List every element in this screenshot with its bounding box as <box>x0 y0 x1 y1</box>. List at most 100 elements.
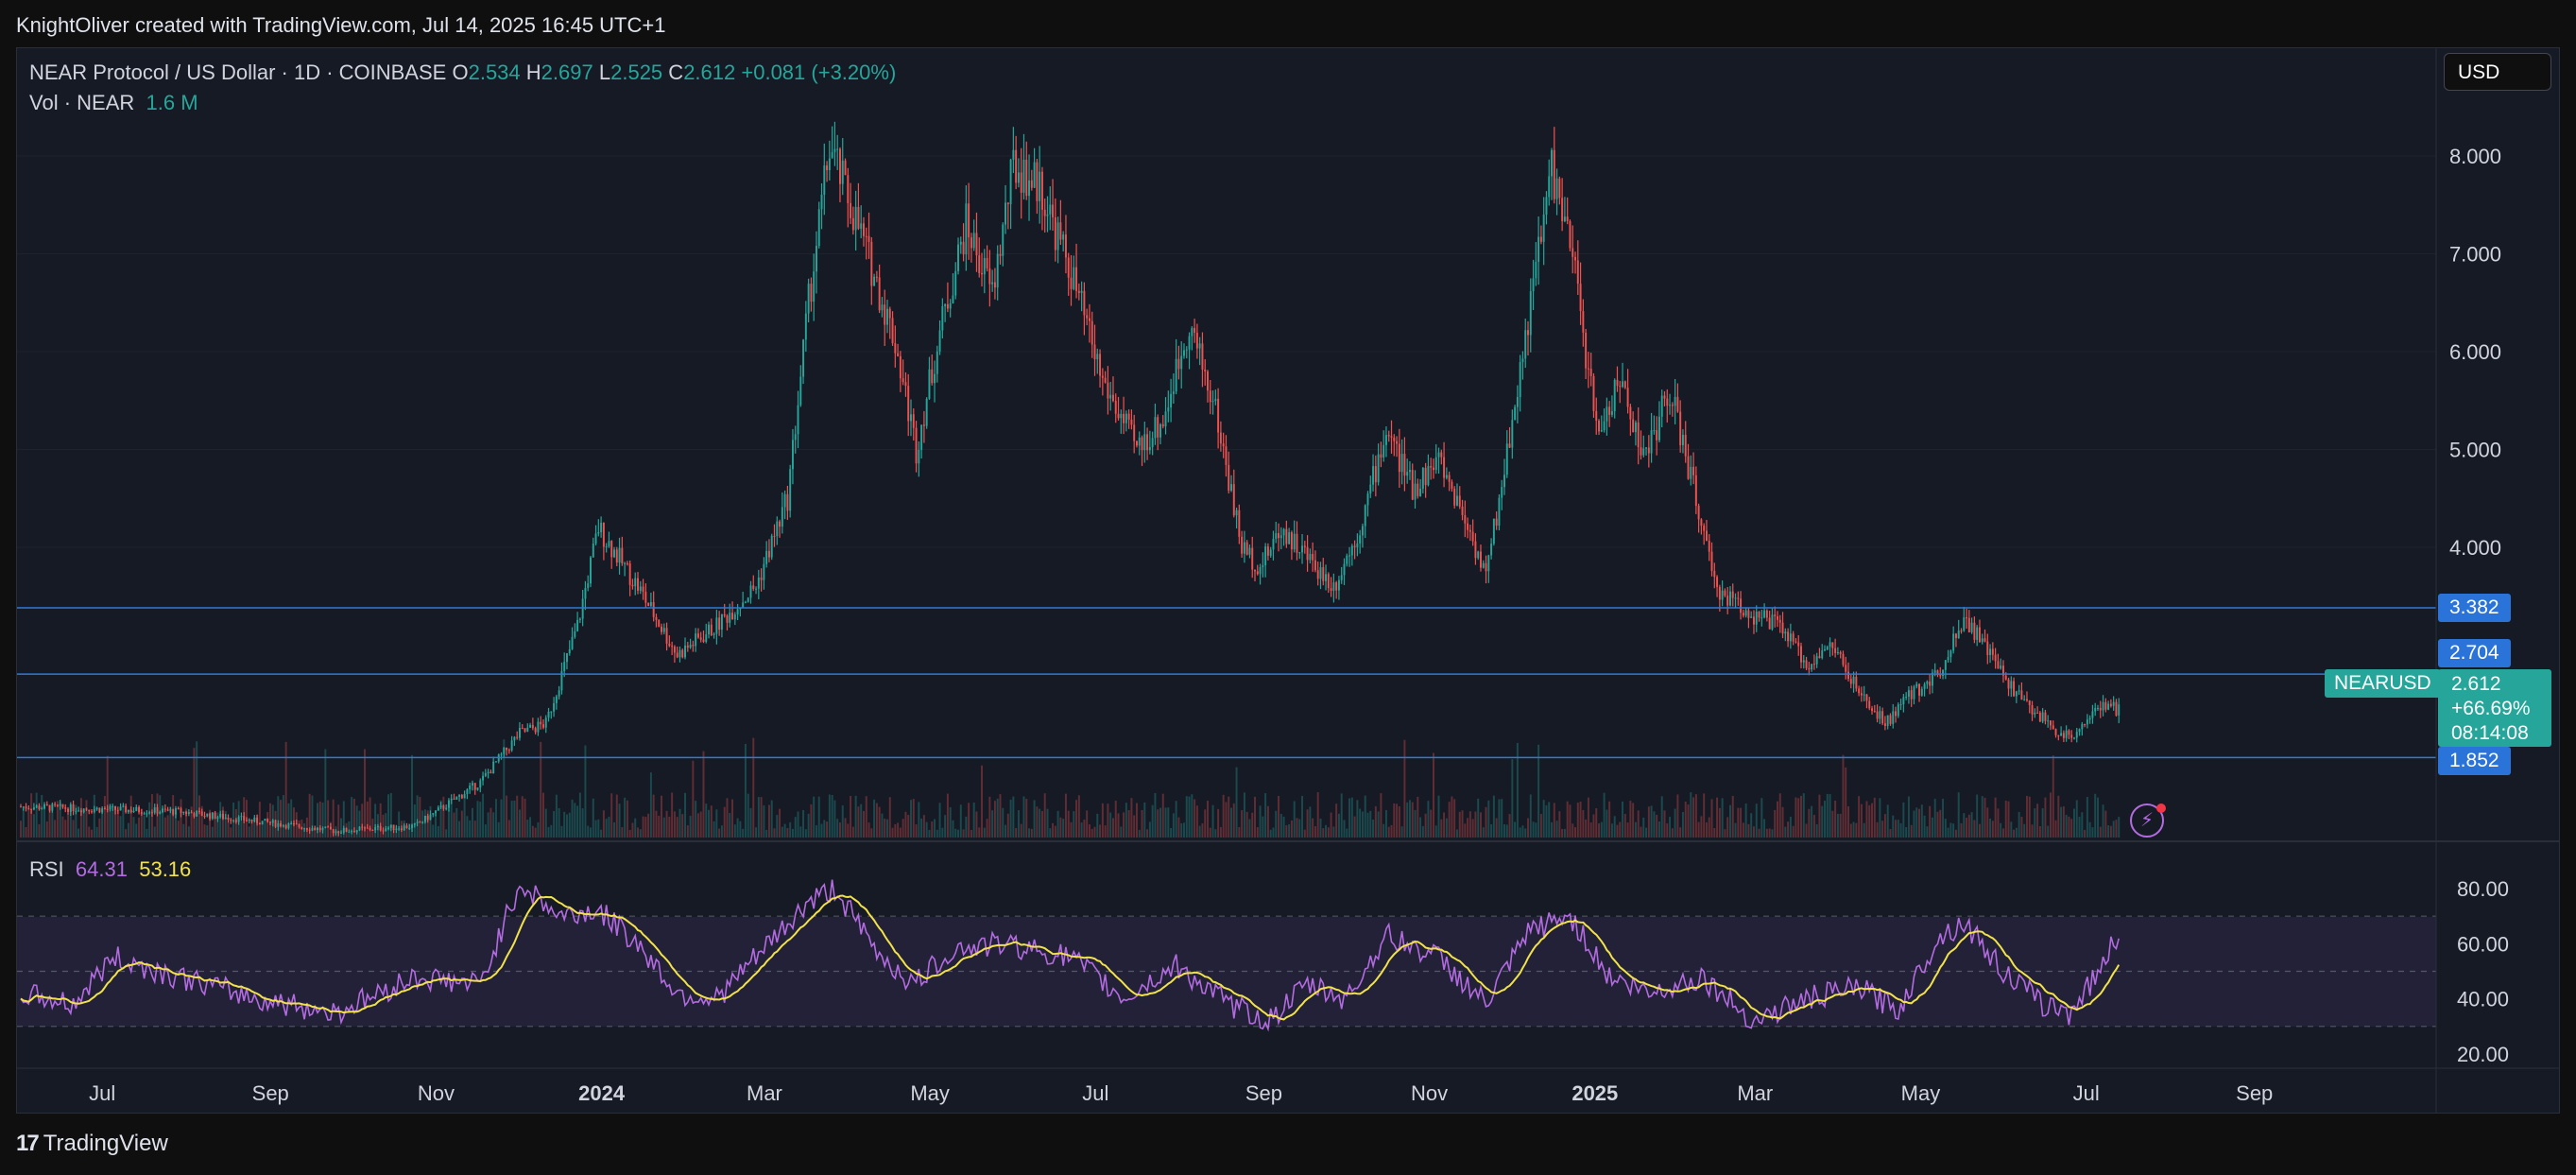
volume-bar <box>253 821 256 838</box>
volume-bar <box>1674 808 1676 838</box>
candle-body <box>763 563 765 580</box>
candle-body <box>692 645 695 647</box>
candle-body <box>1637 422 1640 448</box>
candle-body <box>332 829 335 834</box>
volume-bar <box>597 819 600 838</box>
volume-bar <box>2015 827 2018 838</box>
volume-bar <box>1713 827 1716 838</box>
volume-bar <box>1109 812 1112 838</box>
volume-bar <box>1167 807 1170 838</box>
volume-bar <box>715 809 718 838</box>
volume-bar <box>1022 796 1025 838</box>
candle-body <box>1235 510 1238 516</box>
currency-button[interactable]: USD <box>2444 53 2551 91</box>
candle-body <box>132 810 135 813</box>
volume-bar <box>54 820 57 838</box>
volume-bar <box>540 741 542 838</box>
candle-body <box>1198 343 1201 349</box>
volume-bar <box>1742 822 1744 838</box>
chart-frame[interactable] <box>16 47 2560 1114</box>
volume-bar <box>736 818 739 838</box>
candle-body <box>791 440 794 470</box>
volume-bar <box>43 806 45 838</box>
volume-bar <box>93 794 95 838</box>
volume-bar <box>1154 792 1157 838</box>
countdown: 08:14:08 <box>2451 722 2529 744</box>
volume-bar <box>1960 822 1963 838</box>
candle-body <box>389 824 392 828</box>
volume-bar <box>32 814 35 838</box>
volume-bar <box>1976 794 1979 838</box>
volume-bar <box>180 799 182 838</box>
rsi-tick-label: 80.00 <box>2457 877 2509 901</box>
candle-body <box>968 203 970 238</box>
volume-bar <box>1461 810 1464 838</box>
candle-body <box>1369 484 1372 494</box>
candle-body <box>293 823 295 825</box>
candle-body <box>1120 413 1123 419</box>
volume-bar <box>1907 796 1910 838</box>
volume-bar <box>1710 799 1713 838</box>
volume-bar <box>624 797 627 838</box>
candle-body <box>1109 394 1112 399</box>
volume-bar <box>710 805 713 838</box>
rsi-tick-label: 40.00 <box>2457 988 2509 1011</box>
candle-body <box>1054 216 1056 251</box>
volume-bar <box>163 817 166 838</box>
volume-bar <box>1290 820 1293 838</box>
volume-bar <box>957 829 959 838</box>
volume-bar <box>1393 803 1396 838</box>
candle-body <box>1191 327 1194 337</box>
volume-bar <box>1905 827 1908 838</box>
candle-body <box>376 825 379 828</box>
volume-bar <box>261 822 264 838</box>
candle-body <box>1330 588 1332 591</box>
volume-bar <box>2097 797 2099 838</box>
candle-body <box>240 816 243 818</box>
volume-bar <box>500 799 503 838</box>
volume-bar <box>733 824 736 838</box>
candle-body <box>1275 533 1278 540</box>
volume-bar <box>783 823 786 838</box>
volume-bar <box>1585 819 1588 838</box>
candle-body <box>1913 686 1915 700</box>
volume-bar <box>447 808 450 838</box>
candle-body <box>1364 505 1366 527</box>
footer-brand[interactable]: 17 TradingView <box>16 1131 168 1157</box>
candle-body <box>1269 549 1272 556</box>
candle-body <box>1414 483 1417 500</box>
candle-body <box>1485 562 1487 572</box>
volume-bar <box>537 821 540 838</box>
volume-bar <box>1120 826 1123 838</box>
candle-body <box>624 562 627 564</box>
candle-body <box>72 803 75 812</box>
candle-body <box>274 820 277 827</box>
candle-body <box>1430 465 1433 468</box>
volume-bar <box>1933 799 1936 838</box>
candle-body <box>1863 694 1865 696</box>
volume-bar <box>1346 828 1348 838</box>
volume-bar <box>739 821 742 838</box>
candle-body <box>644 591 647 603</box>
candle-body <box>1356 543 1359 547</box>
candle-body <box>1616 379 1619 387</box>
volume-bar <box>1054 825 1056 838</box>
volume-bar <box>1170 827 1173 838</box>
candle-body <box>2062 733 2065 738</box>
candle-body <box>662 628 665 632</box>
candle-body <box>1437 452 1440 458</box>
candle-body <box>2047 720 2050 722</box>
lightning-icon[interactable]: ⚡ <box>2130 803 2164 838</box>
candle-body <box>366 827 369 829</box>
candle-body <box>1272 539 1275 550</box>
candle-body <box>403 825 405 831</box>
volume-bar <box>1873 797 1876 838</box>
volume-bar <box>1852 821 1855 838</box>
candle-body <box>938 330 941 352</box>
volume-bar <box>1966 818 1968 838</box>
candle-body <box>2057 734 2060 736</box>
volume-bar <box>221 806 224 838</box>
volume-bar <box>618 803 621 838</box>
candle-body <box>920 424 923 450</box>
